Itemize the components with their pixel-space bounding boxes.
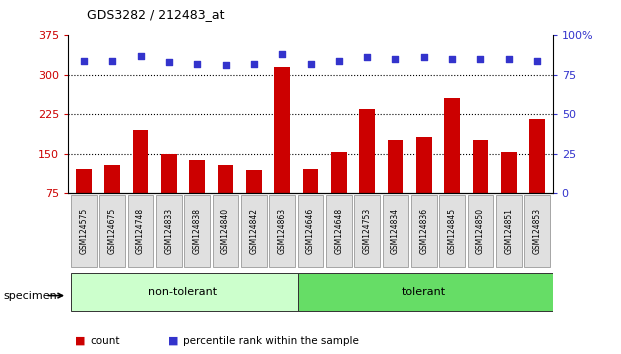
Point [164, 59, 174, 65]
Point [220, 63, 230, 68]
Text: GSM124648: GSM124648 [334, 208, 343, 254]
Text: GSM124838: GSM124838 [193, 208, 202, 254]
Text: ■: ■ [168, 336, 178, 346]
FancyBboxPatch shape [326, 195, 351, 267]
Text: GSM124834: GSM124834 [391, 208, 400, 254]
FancyBboxPatch shape [241, 195, 266, 267]
Bar [529, 119, 545, 232]
FancyBboxPatch shape [128, 195, 153, 267]
Text: ■: ■ [75, 336, 85, 346]
Text: count: count [90, 336, 120, 346]
Text: non-tolerant: non-tolerant [148, 287, 217, 297]
FancyBboxPatch shape [496, 195, 522, 267]
Text: tolerant: tolerant [402, 287, 446, 297]
FancyBboxPatch shape [213, 195, 238, 267]
Bar [501, 153, 517, 232]
FancyBboxPatch shape [156, 195, 181, 267]
Text: GSM124840: GSM124840 [221, 208, 230, 254]
Bar [388, 141, 403, 232]
Bar [302, 169, 319, 232]
Point [532, 58, 542, 63]
Bar [161, 154, 176, 232]
FancyBboxPatch shape [71, 273, 297, 311]
FancyBboxPatch shape [383, 195, 408, 267]
Bar [189, 160, 205, 232]
Point [193, 61, 202, 67]
FancyBboxPatch shape [297, 273, 553, 311]
Text: percentile rank within the sample: percentile rank within the sample [183, 336, 359, 346]
Point [504, 56, 514, 62]
FancyBboxPatch shape [440, 195, 465, 267]
FancyBboxPatch shape [297, 195, 324, 267]
Point [249, 61, 259, 67]
Point [391, 56, 401, 62]
Bar [331, 153, 347, 232]
Bar [360, 109, 375, 232]
Point [306, 61, 315, 67]
Point [447, 56, 457, 62]
Text: GSM124853: GSM124853 [533, 208, 542, 254]
Point [135, 53, 145, 59]
Bar [445, 98, 460, 232]
Bar [218, 165, 233, 232]
Text: GSM124833: GSM124833 [165, 208, 173, 254]
FancyBboxPatch shape [99, 195, 125, 267]
Point [107, 58, 117, 63]
Text: GDS3282 / 212483_at: GDS3282 / 212483_at [87, 8, 224, 21]
Text: GSM124845: GSM124845 [448, 208, 456, 254]
Text: GSM124675: GSM124675 [107, 208, 117, 254]
Text: GSM124646: GSM124646 [306, 208, 315, 254]
FancyBboxPatch shape [71, 195, 97, 267]
Point [79, 58, 89, 63]
Text: GSM124748: GSM124748 [136, 208, 145, 254]
FancyBboxPatch shape [411, 195, 437, 267]
Bar [104, 165, 120, 232]
Bar [246, 170, 261, 232]
Text: GSM124851: GSM124851 [504, 208, 514, 254]
Bar [133, 130, 148, 232]
FancyBboxPatch shape [524, 195, 550, 267]
FancyBboxPatch shape [184, 195, 210, 267]
Text: specimen: specimen [3, 291, 57, 301]
Text: GSM124842: GSM124842 [250, 208, 258, 254]
Point [334, 58, 344, 63]
Bar [274, 67, 290, 232]
Text: GSM124850: GSM124850 [476, 208, 485, 254]
FancyBboxPatch shape [355, 195, 380, 267]
Text: GSM124836: GSM124836 [419, 208, 428, 254]
Bar [76, 169, 92, 232]
Text: GSM124863: GSM124863 [278, 208, 287, 254]
Bar [473, 141, 488, 232]
Point [419, 55, 428, 60]
Text: GSM124753: GSM124753 [363, 208, 371, 254]
Text: GSM124575: GSM124575 [79, 208, 88, 254]
Bar [416, 137, 432, 232]
Point [362, 55, 372, 60]
FancyBboxPatch shape [270, 195, 295, 267]
Point [277, 51, 287, 57]
FancyBboxPatch shape [468, 195, 493, 267]
Point [476, 56, 486, 62]
